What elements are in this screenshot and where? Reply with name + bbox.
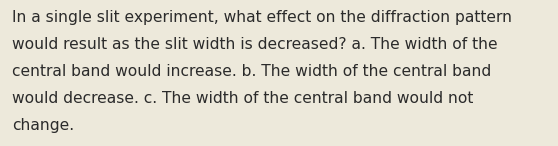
Text: In a single slit experiment, what effect on the diffraction pattern: In a single slit experiment, what effect… (12, 10, 512, 25)
Text: change.: change. (12, 118, 74, 133)
Text: would decrease. c. The width of the central band would not: would decrease. c. The width of the cent… (12, 91, 474, 106)
Text: central band would increase. b. The width of the central band: central band would increase. b. The widt… (12, 64, 492, 79)
Text: would result as the slit width is decreased? a. The width of the: would result as the slit width is decrea… (12, 37, 498, 52)
